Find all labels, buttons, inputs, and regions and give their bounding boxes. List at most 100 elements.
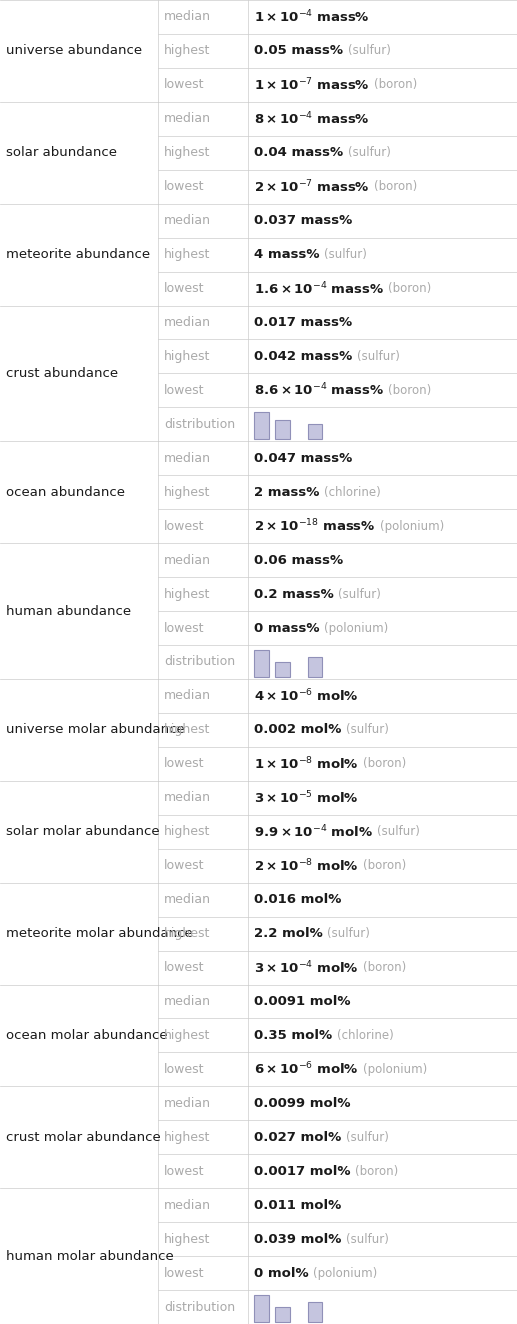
Bar (308, 658, 322, 677)
Text: highest: highest (164, 45, 210, 57)
Text: (sulfur): (sulfur) (377, 825, 420, 838)
Text: highest: highest (164, 1029, 210, 1042)
Text: (polonium): (polonium) (313, 1267, 377, 1279)
Text: highest: highest (164, 146, 210, 159)
Text: 0.017 mass%: 0.017 mass% (254, 316, 353, 328)
Text: 0.0017 mol%: 0.0017 mol% (254, 1165, 351, 1178)
Text: highest: highest (164, 588, 210, 601)
Bar (275, 662, 290, 677)
Text: lowest: lowest (164, 180, 204, 193)
Text: 0.047 mass%: 0.047 mass% (254, 451, 353, 465)
Text: 0.04 mass%: 0.04 mass% (254, 146, 343, 159)
Bar (254, 1295, 269, 1321)
Text: $\mathbf{1\times10}^{−8}$$\mathbf{\ mol\%}$: $\mathbf{1\times10}^{−8}$$\mathbf{\ mol\… (254, 756, 359, 772)
Text: median: median (164, 996, 211, 1008)
Text: crust molar abundance: crust molar abundance (6, 1131, 161, 1144)
Text: solar abundance: solar abundance (6, 146, 117, 159)
Text: 0.0099 mol%: 0.0099 mol% (254, 1096, 351, 1110)
Text: median: median (164, 792, 211, 804)
Text: highest: highest (164, 723, 210, 736)
Text: lowest: lowest (164, 1165, 204, 1178)
Text: median: median (164, 316, 211, 328)
Text: (chlorine): (chlorine) (337, 1029, 393, 1042)
Text: lowest: lowest (164, 1063, 204, 1076)
Text: highest: highest (164, 486, 210, 499)
Text: 0.05 mass%: 0.05 mass% (254, 45, 343, 57)
Text: (sulfur): (sulfur) (338, 588, 381, 601)
Text: (sulfur): (sulfur) (357, 350, 400, 363)
Bar (275, 1307, 290, 1321)
Text: (polonium): (polonium) (380, 520, 444, 532)
Text: 0 mol%: 0 mol% (254, 1267, 309, 1279)
Text: ocean abundance: ocean abundance (6, 486, 125, 499)
Bar (254, 650, 269, 677)
Text: 0.0091 mol%: 0.0091 mol% (254, 996, 351, 1008)
Bar (275, 420, 290, 440)
Text: (sulfur): (sulfur) (347, 45, 390, 57)
Text: $\mathbf{2\times10}^{−8}$$\mathbf{\ mol\%}$: $\mathbf{2\times10}^{−8}$$\mathbf{\ mol\… (254, 858, 359, 874)
Text: $\mathbf{2\times10}^{−18}$$\mathbf{\ mass\%}$: $\mathbf{2\times10}^{−18}$$\mathbf{\ mas… (254, 518, 376, 535)
Text: distribution: distribution (164, 1300, 235, 1313)
Text: universe molar abundance: universe molar abundance (6, 723, 185, 736)
Text: $\mathbf{3\times10}^{−4}$$\mathbf{\ mol\%}$: $\mathbf{3\times10}^{−4}$$\mathbf{\ mol\… (254, 960, 359, 976)
Text: median: median (164, 11, 211, 24)
Text: (boron): (boron) (355, 1165, 398, 1178)
Text: 0 mass%: 0 mass% (254, 621, 320, 634)
Text: highest: highest (164, 927, 210, 940)
Text: human abundance: human abundance (6, 605, 131, 617)
Text: (boron): (boron) (374, 180, 417, 193)
Text: highest: highest (164, 248, 210, 261)
Text: (sulfur): (sulfur) (346, 1131, 389, 1144)
Text: solar molar abundance: solar molar abundance (6, 825, 160, 838)
Text: $\mathbf{1.6\times10}^{−4}$$\mathbf{\ mass\%}$: $\mathbf{1.6\times10}^{−4}$$\mathbf{\ ma… (254, 281, 384, 297)
Text: median: median (164, 113, 211, 126)
Text: lowest: lowest (164, 520, 204, 532)
Text: highest: highest (164, 350, 210, 363)
Text: lowest: lowest (164, 757, 204, 771)
Text: median: median (164, 1096, 211, 1110)
Text: (sulfur): (sulfur) (347, 146, 390, 159)
Text: lowest: lowest (164, 282, 204, 295)
Text: 0.002 mol%: 0.002 mol% (254, 723, 342, 736)
Bar (308, 425, 322, 440)
Text: 0.027 mol%: 0.027 mol% (254, 1131, 342, 1144)
Text: (boron): (boron) (363, 859, 406, 873)
Text: distribution: distribution (164, 655, 235, 669)
Text: highest: highest (164, 825, 210, 838)
Text: median: median (164, 553, 211, 567)
Text: meteorite molar abundance: meteorite molar abundance (6, 927, 193, 940)
Text: lowest: lowest (164, 961, 204, 974)
Text: 0.039 mol%: 0.039 mol% (254, 1233, 342, 1246)
Text: $\mathbf{1\times10}^{−4}$$\mathbf{\ mass\%}$: $\mathbf{1\times10}^{−4}$$\mathbf{\ mass… (254, 9, 370, 25)
Text: lowest: lowest (164, 384, 204, 397)
Text: 4 mass%: 4 mass% (254, 248, 320, 261)
Text: 0.06 mass%: 0.06 mass% (254, 553, 343, 567)
Text: (boron): (boron) (363, 961, 406, 974)
Text: median: median (164, 690, 211, 703)
Bar (308, 1303, 322, 1321)
Text: median: median (164, 1198, 211, 1211)
Text: ocean molar abundance: ocean molar abundance (6, 1029, 168, 1042)
Text: $\mathbf{4\times10}^{−6}$$\mathbf{\ mol\%}$: $\mathbf{4\times10}^{−6}$$\mathbf{\ mol\… (254, 687, 359, 704)
Text: (boron): (boron) (388, 384, 432, 397)
Text: (sulfur): (sulfur) (324, 248, 367, 261)
Text: (polonium): (polonium) (363, 1063, 428, 1076)
Text: $\mathbf{9.9\times10}^{−4}$$\mathbf{\ mol\%}$: $\mathbf{9.9\times10}^{−4}$$\mathbf{\ mo… (254, 824, 373, 839)
Text: lowest: lowest (164, 859, 204, 873)
Text: $\mathbf{8.6\times10}^{−4}$$\mathbf{\ mass\%}$: $\mathbf{8.6\times10}^{−4}$$\mathbf{\ ma… (254, 383, 384, 399)
Text: (boron): (boron) (363, 757, 406, 771)
Text: $\mathbf{2\times10}^{−7}$$\mathbf{\ mass\%}$: $\mathbf{2\times10}^{−7}$$\mathbf{\ mass… (254, 179, 370, 195)
Text: (polonium): (polonium) (324, 621, 388, 634)
Text: universe abundance: universe abundance (6, 45, 142, 57)
Text: 0.011 mol%: 0.011 mol% (254, 1198, 342, 1211)
Text: 0.042 mass%: 0.042 mass% (254, 350, 353, 363)
Text: lowest: lowest (164, 621, 204, 634)
Text: (sulfur): (sulfur) (346, 723, 389, 736)
Text: 2.2 mol%: 2.2 mol% (254, 927, 323, 940)
Text: median: median (164, 894, 211, 906)
Text: $\mathbf{1\times10}^{−7}$$\mathbf{\ mass\%}$: $\mathbf{1\times10}^{−7}$$\mathbf{\ mass… (254, 77, 370, 93)
Text: 0.016 mol%: 0.016 mol% (254, 894, 342, 906)
Text: lowest: lowest (164, 1267, 204, 1279)
Text: highest: highest (164, 1233, 210, 1246)
Text: median: median (164, 451, 211, 465)
